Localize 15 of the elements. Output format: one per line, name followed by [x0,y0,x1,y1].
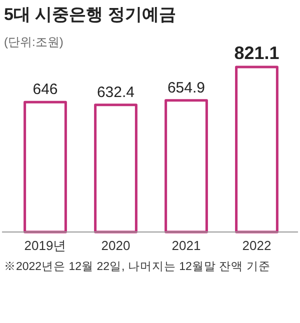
text: ※2022년은 12월 22일, 나머지는 12월말 잔액 기준 [4,261,270,273]
x-tick-label: 2022 [242,238,272,253]
data-label: 821.1 [234,43,280,63]
bar [24,100,67,234]
chart-title: 5대 시중은행 정기예금 [4,5,176,24]
data-label: 654.9 [167,79,206,96]
bar [164,99,208,234]
x-tick-label: 2019년 [24,238,66,253]
data-label: 632.4 [96,84,135,101]
bar [235,66,278,234]
x-tick-label: 2020 [101,238,130,253]
data-label: 646 [32,81,58,98]
x-tick-label: 2021 [172,238,201,253]
bar [94,104,138,234]
chart-subtitle: (단위:조원) [4,35,64,49]
